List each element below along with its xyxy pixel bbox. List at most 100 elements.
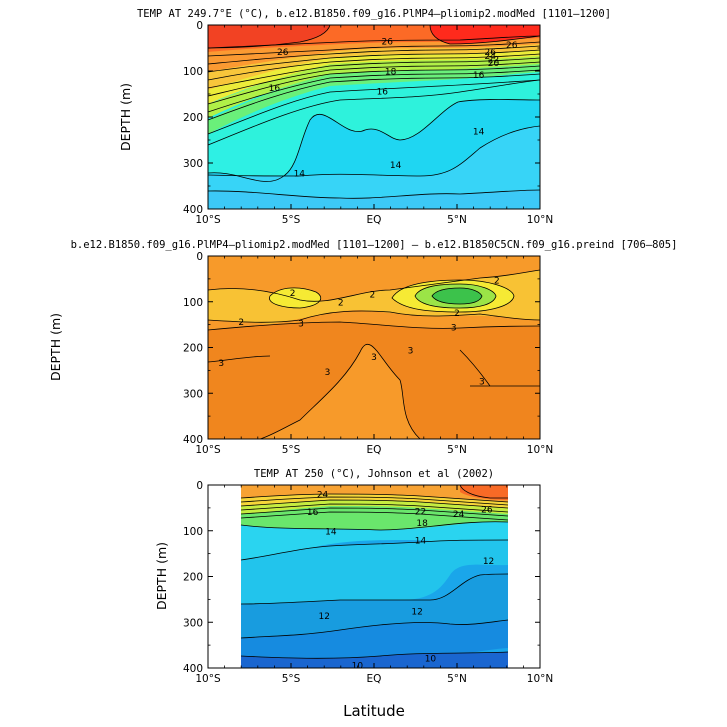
x-tick-label: 5°S [282,444,301,456]
contour-label: 24 [453,510,465,520]
contour-label-text: 16 [307,508,319,518]
panel-2-band-gt3 [208,322,540,439]
contour-label-text: 2 [338,298,344,308]
contour-label-text: 3 [218,359,224,369]
contour-label-text: 2 [290,289,296,299]
y-tick-label: 0 [196,480,203,492]
contour-label-text: 24 [317,491,329,501]
contour-label-text: 12 [483,557,494,567]
contour-label: 12 [318,612,329,622]
contour-label: 2 [369,290,375,300]
contour-label: 16 [473,71,485,81]
contour-label-text: 22 [488,56,499,66]
contour-label-text: 14 [415,536,427,546]
panel-3-band-13-14 [241,540,508,604]
panel-2-contour-lines [207,269,541,440]
contour-label-text: 3 [298,319,304,329]
panel-2-ylabel: DEPTH (m) [48,313,63,381]
panel-1-band-gt28-west [208,25,330,48]
contour-label: 2 [290,289,296,299]
panel-1-ylabel: DEPTH (m) [118,83,133,151]
panel-3-band-14-16 [241,521,508,560]
panel-1-ticks: 10°S 5°S EQ 5°N 10°N 0 100 200 300 400 [183,20,553,226]
contour-label: 3 [479,377,485,387]
contour-label: 3 [325,368,331,378]
panel-2-title: b.e12.B1850.f09_g16.PlMP4–pliomip2.modMe… [71,239,678,251]
panel-1-band-18-20 [208,60,540,134]
contour-label-text: 14 [390,161,402,171]
contour-label: 26 [506,41,518,51]
x-tick-label: 10°S [195,444,221,456]
x-tick-label: 10°N [527,673,553,685]
contour-label-text: 26 [382,38,394,48]
contour-label-text: 14 [325,527,337,537]
panel-1-band-20-22 [208,54,540,118]
panel-1-title: TEMP AT 249.7°E (°C), b.e12.B1850.f09_g1… [137,8,611,20]
panel-3-title: TEMP AT 250 (°C), Johnson et al (2002) [254,468,494,480]
x-tick-label: 5°S [282,673,301,685]
contour-label-text: 12 [318,612,329,622]
contour-label: 2 [454,309,460,319]
panel-3-band-gt26 [460,485,508,500]
contour-label-text: 3 [371,353,377,363]
panel-2-plot: 2 2 2 2 2 2 3 3 3 3 3 3 3 [207,256,541,440]
y-tick-label: 300 [183,617,203,629]
contour-label-text: 24 [484,52,496,62]
panel-3-band-lt10 [241,652,508,668]
panel-2: b.e12.B1850.f09_g16.PlMP4–pliomip2.modMe… [48,239,677,456]
contour-label: 24 [484,52,496,62]
contour-label: 14 [415,536,427,546]
contour-label-text: 16 [269,84,281,94]
contour-label-text: 3 [479,377,485,387]
contour-label: 24 [317,491,329,501]
x-tick-label: 5°N [447,444,467,456]
x-tick-label: 5°N [447,214,467,226]
contour-label-text: 3 [451,323,457,333]
contour-label: 18 [416,519,428,529]
contour-label: 14 [294,170,306,180]
y-tick-label: 200 [183,572,203,584]
contour-label-text: 26 [506,41,518,51]
contour-label: 2 [494,277,500,287]
contour-label: 22 [488,56,499,66]
panel-3-band-24-26 [241,485,508,502]
x-tick-label: EQ [367,214,382,226]
contour-label: 18 [385,68,397,78]
contour-label-text: 3 [408,347,414,357]
x-tick-label: EQ [367,444,382,456]
contour-label: 3 [218,359,224,369]
contour-label-text: 2 [238,318,244,328]
contour-label-text: 14 [473,127,485,137]
y-tick-label: 300 [183,388,203,400]
contour-label: 3 [408,347,414,357]
x-tick-label: 10°S [195,673,221,685]
y-tick-label: 400 [183,663,203,675]
contour-label: 16 [377,87,389,97]
panel-1-contour-labels: 2626262624222018161616141414 [269,38,518,180]
panel-1-band-12-14 [208,126,540,209]
contour-label: 26 [481,505,493,515]
x-tick-label: EQ [367,673,382,685]
panel-1-plot: 2626262624222018161616141414 [207,24,541,209]
contour-label: 3 [451,323,457,333]
contour-label: 12 [411,607,422,617]
contour-label: 14 [325,527,337,537]
y-tick-label: 200 [183,343,203,355]
panel-3-contour-lines [240,484,509,659]
contour-label-text: 24 [453,510,465,520]
contour-label: 3 [298,319,304,329]
contour-label-text: 2 [494,277,500,287]
panel-2-contour-labels: 2 2 2 2 2 2 3 3 3 3 3 3 3 [218,277,500,388]
contour-label: 20 [488,59,500,69]
contour-label: 26 [277,48,289,58]
contour-label: 2 [338,298,344,308]
y-tick-label: 100 [183,526,203,538]
x-tick-label: 5°N [447,673,467,685]
contour-label: 26 [484,48,496,58]
contour-label-text: 16 [473,71,485,81]
panel-1: TEMP AT 249.7°E (°C), b.e12.B1850.f09_g1… [118,8,611,226]
contour-label-text: 26 [484,48,496,58]
contour-label: 16 [269,84,281,94]
